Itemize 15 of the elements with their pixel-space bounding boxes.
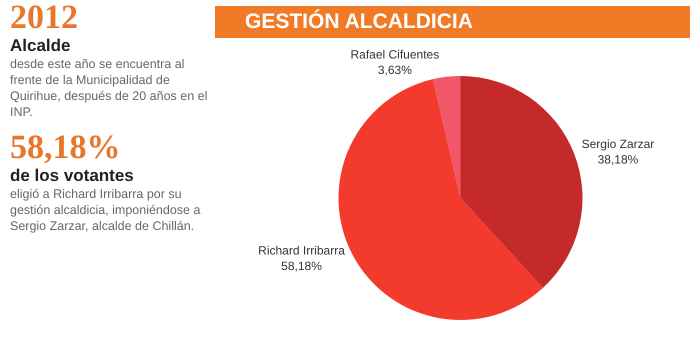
chart-title: GESTIÓN ALCALDICIA xyxy=(215,6,690,38)
data-label: 3,63% xyxy=(378,62,412,77)
pie-slice xyxy=(432,76,460,198)
data-label: 58,18% xyxy=(281,258,322,273)
slice-label: Rafael Cifuentes xyxy=(350,47,440,62)
pie-slice xyxy=(460,76,582,288)
data-label: 38,18% xyxy=(598,152,639,167)
slice-label: Sergio Zarzar xyxy=(582,136,654,151)
text: Alcalde xyxy=(10,36,72,56)
text: de los votantes xyxy=(10,166,135,186)
slice-label: Richard Irribarra xyxy=(258,243,346,258)
text: desde este año se encuentra al frente de la Municipalidad de Quirihue, después de 20 años en el INP. xyxy=(10,56,208,120)
text: 58,18% xyxy=(10,129,122,166)
text: 2012 xyxy=(10,0,79,36)
text: eligió a Richard Irribarra por su gestión alcaldicia, imponiéndose a Sergio Zarzar, alcalde de Chillán. xyxy=(10,186,202,234)
